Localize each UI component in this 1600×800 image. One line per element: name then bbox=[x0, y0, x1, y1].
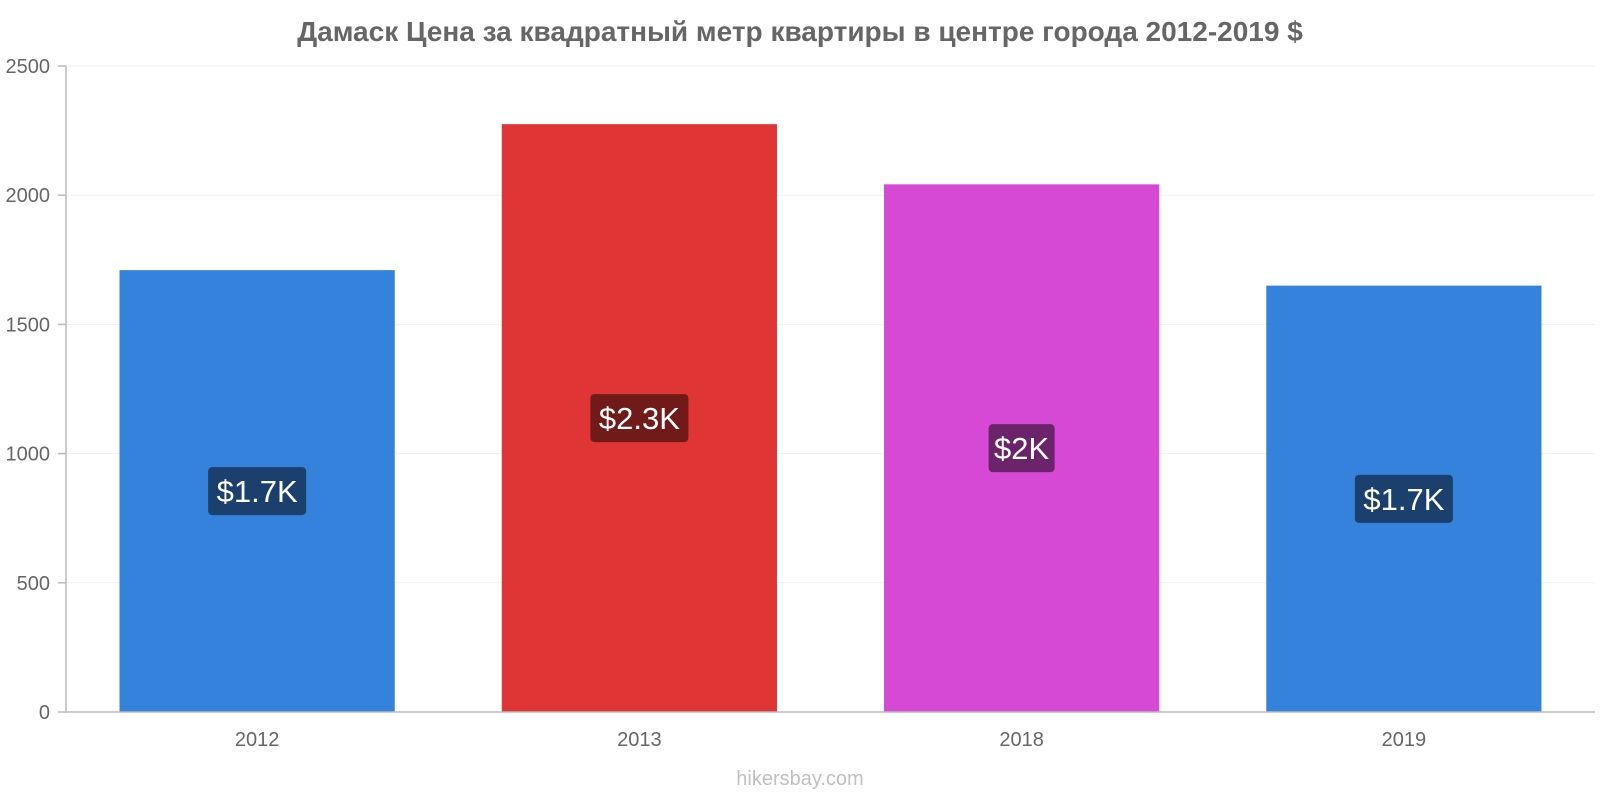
data-label: $2.3K bbox=[599, 401, 680, 436]
y-tick-label: 2000 bbox=[6, 185, 51, 207]
y-tick-label: 500 bbox=[17, 573, 50, 595]
x-tick-label: 2013 bbox=[617, 729, 662, 751]
data-label-background bbox=[208, 467, 307, 516]
data-label: $2K bbox=[994, 431, 1049, 466]
bars bbox=[119, 124, 1542, 713]
footer-watermark: hikersbay.com bbox=[736, 768, 864, 790]
data-label-background bbox=[988, 424, 1055, 473]
y-tick-label: 1000 bbox=[6, 444, 51, 466]
y-tick-label: 2500 bbox=[6, 56, 51, 78]
data-label: $1.7K bbox=[217, 474, 298, 509]
data-labels: $1.7K $2.3K $2K $1.7K bbox=[208, 394, 1453, 523]
y-tick-label: 1500 bbox=[6, 314, 51, 336]
x-tick-label: 2012 bbox=[235, 729, 280, 751]
y-tick-labels: 0 500 1000 1500 2000 2500 bbox=[6, 56, 66, 724]
chart-title: Дамаск Цена за квадратный метр квартиры … bbox=[297, 16, 1303, 47]
data-label-background bbox=[590, 394, 689, 443]
axes bbox=[65, 66, 1595, 713]
y-tick-label: 0 bbox=[39, 702, 50, 724]
x-tick-labels: 2012 2013 2018 2019 bbox=[235, 729, 1426, 751]
data-label-background bbox=[1354, 474, 1453, 523]
x-tick-label: 2019 bbox=[1382, 729, 1427, 751]
x-tick-label: 2018 bbox=[999, 729, 1044, 751]
data-label: $1.7K bbox=[1363, 482, 1444, 517]
